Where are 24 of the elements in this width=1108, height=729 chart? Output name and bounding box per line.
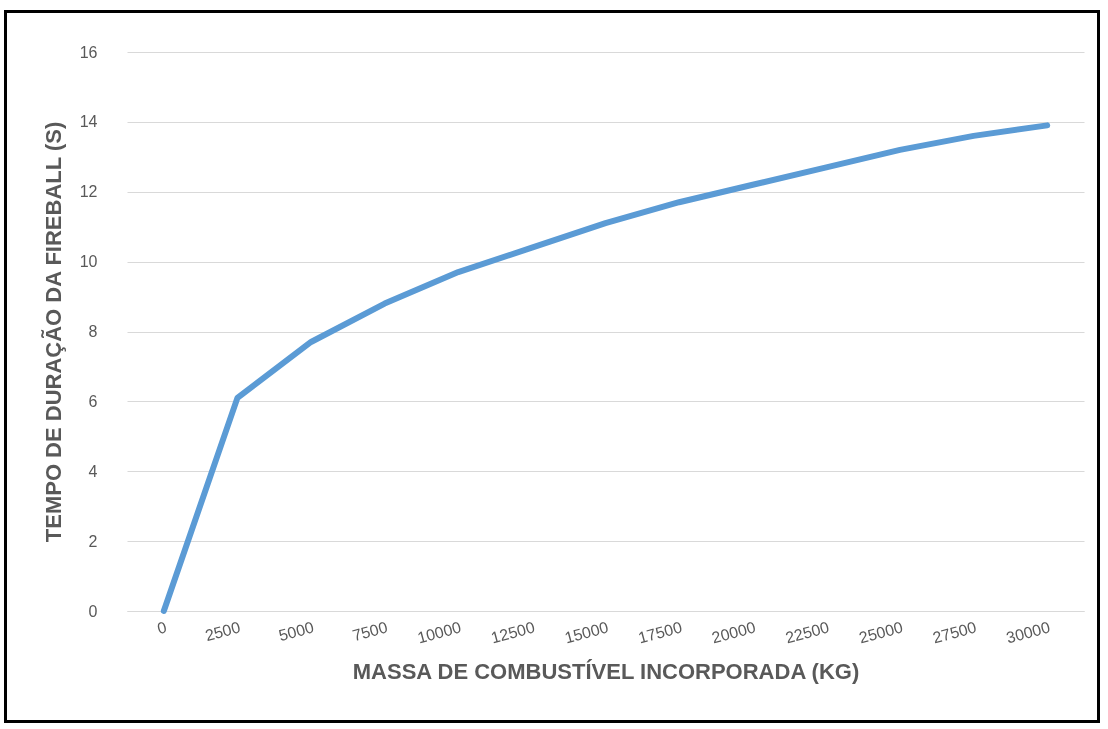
x-tick-label: 7500 [350, 618, 390, 645]
y-tick-label: 4 [88, 462, 98, 480]
x-tick-label: 30000 [1004, 618, 1052, 647]
y-tick-label: 12 [79, 183, 98, 201]
x-tick-label: 2500 [203, 618, 243, 645]
y-tick-label: 14 [79, 113, 98, 131]
x-axis-title: MASSA DE COMBUSTÍVEL INCORPORADA (KG) [352, 659, 860, 685]
x-tick-label: 17500 [636, 618, 684, 647]
y-tick-label: 10 [79, 253, 98, 271]
x-tick-label: 20000 [709, 618, 758, 647]
y-tick-label: 0 [88, 602, 98, 620]
x-tick-label: 27500 [930, 618, 979, 647]
y-axis-title: TEMPO DE DURAÇÃO DA FIREBALL (S) [40, 121, 66, 543]
x-tick-label: 0 [155, 618, 169, 638]
y-tick-label: 8 [88, 323, 98, 340]
y-tick-label: 16 [79, 43, 98, 61]
x-tick-label: 5000 [276, 618, 316, 645]
x-tick-label: 22500 [783, 618, 832, 647]
y-tick-label: 6 [88, 392, 98, 410]
y-tick-label: 2 [88, 532, 98, 550]
x-tick-label: 10000 [415, 618, 463, 647]
x-tick-label: 25000 [857, 618, 905, 647]
x-tick-label: 15000 [562, 618, 611, 647]
x-tick-label: 12500 [489, 618, 537, 647]
